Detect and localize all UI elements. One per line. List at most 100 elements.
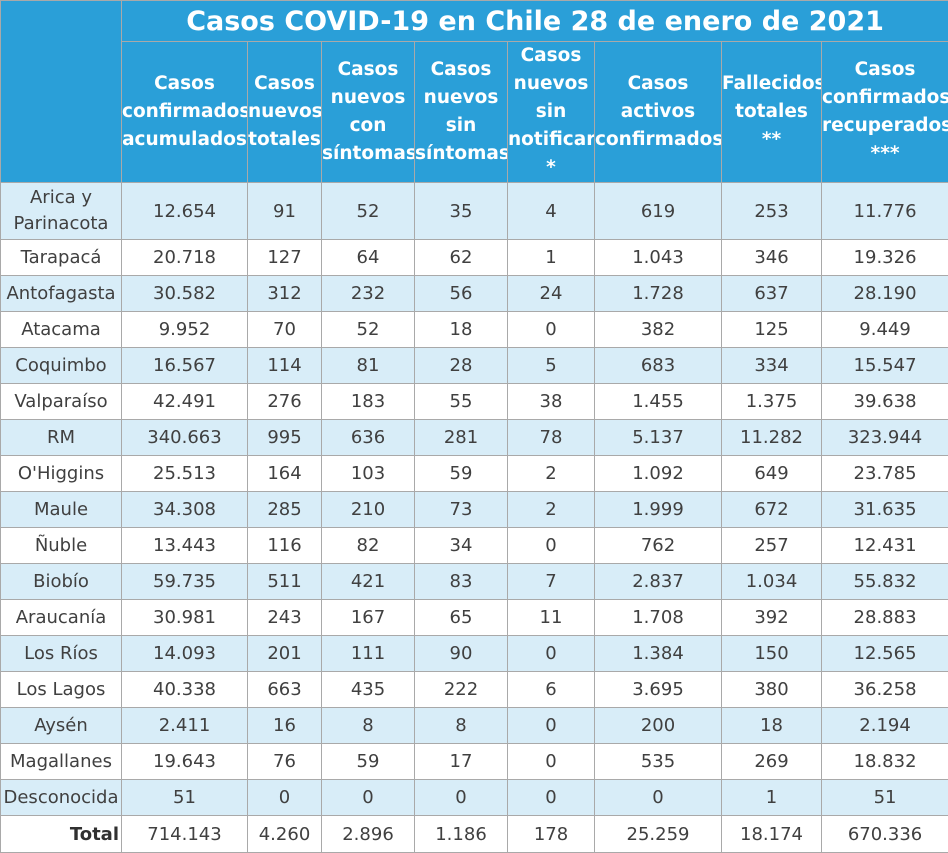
table-cell: 28	[415, 348, 508, 384]
region-name: Biobío	[1, 564, 122, 600]
table-cell: 52	[322, 183, 415, 240]
table-cell: 62	[415, 240, 508, 276]
table-cell: 30.582	[122, 276, 248, 312]
table-cell: 111	[322, 636, 415, 672]
table-cell: 19.326	[822, 240, 948, 276]
table-cell: 269	[722, 744, 822, 780]
table-cell: 0	[508, 780, 595, 816]
region-name: Araucanía	[1, 600, 122, 636]
column-header-line: **	[722, 126, 821, 154]
table-cell: 65	[415, 600, 508, 636]
column-header-line: Casos	[595, 70, 721, 98]
table-cell: 636	[322, 420, 415, 456]
table-cell: 1.455	[595, 384, 722, 420]
table-cell: 4	[508, 183, 595, 240]
column-header-line: nuevos	[248, 98, 321, 126]
total-cell: 714.143	[122, 816, 248, 853]
region-name: Coquimbo	[1, 348, 122, 384]
table-cell: 9.952	[122, 312, 248, 348]
table-cell: 1.728	[595, 276, 722, 312]
table-cell: 276	[248, 384, 322, 420]
table-cell: 619	[595, 183, 722, 240]
table-cell: 23.785	[822, 456, 948, 492]
region-name: Aysén	[1, 708, 122, 744]
table-cell: 323.944	[822, 420, 948, 456]
total-cell: 670.336	[822, 816, 948, 853]
region-name: Arica y Parinacota	[1, 183, 122, 240]
table-cell: 663	[248, 672, 322, 708]
column-header-line: sin	[508, 98, 594, 126]
table-cell: 167	[322, 600, 415, 636]
table-cell: 11	[508, 600, 595, 636]
table-cell: 200	[595, 708, 722, 744]
column-header-line: sin	[415, 112, 507, 140]
table-cell: 103	[322, 456, 415, 492]
table-cell: 16	[248, 708, 322, 744]
table-cell: 70	[248, 312, 322, 348]
table-cell: 683	[595, 348, 722, 384]
table-cell: 382	[595, 312, 722, 348]
table-cell: 55	[415, 384, 508, 420]
region-name: Antofagasta	[1, 276, 122, 312]
column-header-line: confirmados	[822, 84, 948, 112]
table-cell: 73	[415, 492, 508, 528]
column-header-line: Casos	[322, 56, 414, 84]
table-cell: 12.431	[822, 528, 948, 564]
table-cell: 0	[508, 528, 595, 564]
column-header-line: totales	[248, 126, 321, 154]
table-cell: 1.999	[595, 492, 722, 528]
table-cell: 5.137	[595, 420, 722, 456]
table-cell: 1.034	[722, 564, 822, 600]
table-cell: 81	[322, 348, 415, 384]
table-cell: 392	[722, 600, 822, 636]
column-header-line: nuevos	[322, 84, 414, 112]
column-header-line: ***	[822, 140, 948, 168]
table-cell: 3.695	[595, 672, 722, 708]
table-cell: 380	[722, 672, 822, 708]
table-cell: 34	[415, 528, 508, 564]
table-cell: 2	[508, 456, 595, 492]
table-cell: 127	[248, 240, 322, 276]
total-cell: 25.259	[595, 816, 722, 853]
table-cell: 346	[722, 240, 822, 276]
table-cell: 114	[248, 348, 322, 384]
table-cell: 2	[508, 492, 595, 528]
table-cell: 2.194	[822, 708, 948, 744]
column-header-line: *	[508, 154, 594, 182]
table-cell: 1	[722, 780, 822, 816]
column-header-line: Casos	[248, 70, 321, 98]
table-cell: 1.043	[595, 240, 722, 276]
table-cell: 25.513	[122, 456, 248, 492]
table-cell: 649	[722, 456, 822, 492]
column-header-line: Casos	[415, 56, 507, 84]
table-cell: 995	[248, 420, 322, 456]
table-cell: 183	[322, 384, 415, 420]
table-cell: 28.883	[822, 600, 948, 636]
table-cell: 511	[248, 564, 322, 600]
table-cell: 91	[248, 183, 322, 240]
table-cell: 19.643	[122, 744, 248, 780]
region-name: Tarapacá	[1, 240, 122, 276]
table-cell: 78	[508, 420, 595, 456]
table-cell: 42.491	[122, 384, 248, 420]
table-cell: 421	[322, 564, 415, 600]
table-cell: 82	[322, 528, 415, 564]
